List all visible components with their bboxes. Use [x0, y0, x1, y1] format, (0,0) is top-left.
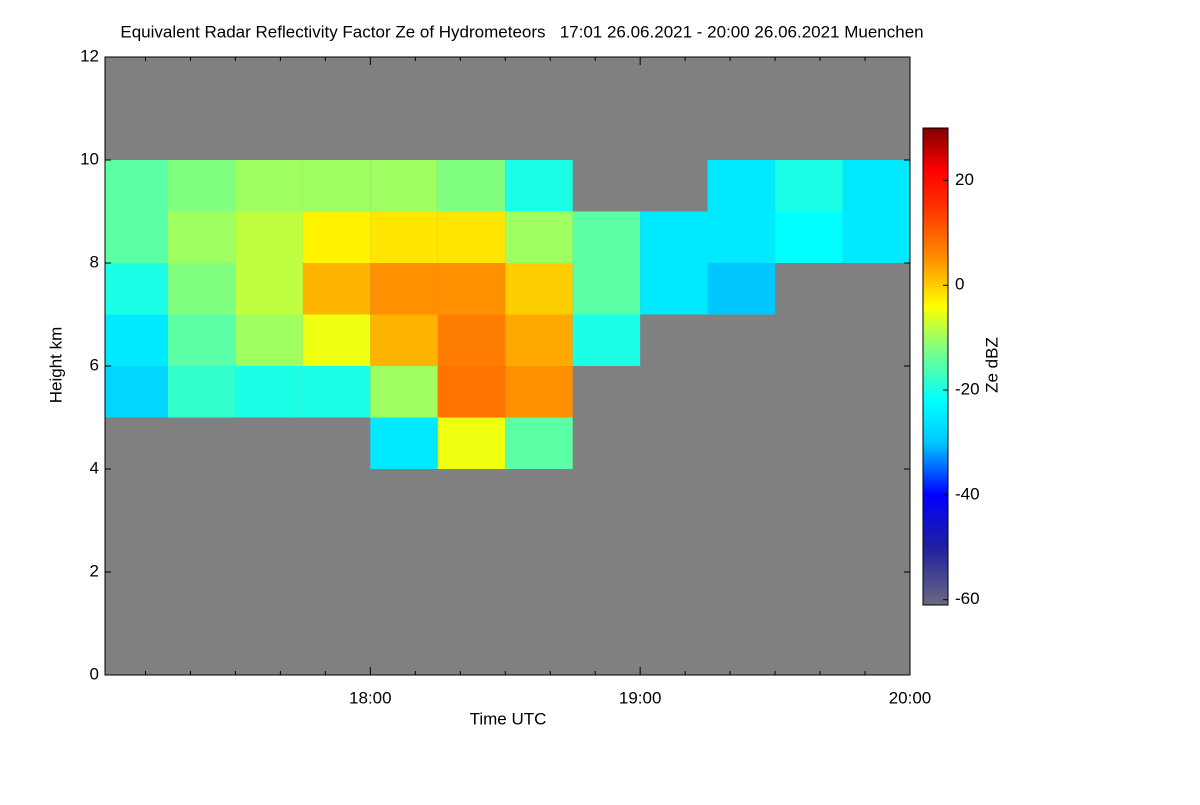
heatmap-cell — [437, 314, 506, 366]
heatmap-cell — [167, 366, 236, 418]
x-tick-label: 19:00 — [619, 688, 662, 707]
heatmap-cell — [235, 160, 303, 212]
colorbar-tick-label: 20 — [955, 170, 974, 189]
heatmap-cell — [302, 263, 371, 315]
y-tick-label: 2 — [90, 561, 99, 580]
heatmap-cell — [842, 160, 910, 212]
heatmap-cell — [302, 366, 371, 418]
heatmap-cell — [640, 211, 708, 263]
colorbar-tick-label: -20 — [955, 380, 980, 399]
heatmap-cell — [572, 263, 641, 315]
y-tick-label: 0 — [90, 664, 99, 683]
heatmap-cell — [302, 160, 371, 212]
heatmap-cell — [235, 211, 303, 263]
heatmap-cell — [370, 263, 438, 315]
colorbar — [922, 127, 949, 606]
heatmap-cell — [167, 263, 236, 315]
heatmap-cell — [167, 314, 236, 366]
heatmap-cell — [437, 211, 506, 263]
heatmap-cell — [235, 263, 303, 315]
heatmap-cell — [370, 160, 438, 212]
heatmap-cell — [437, 366, 506, 418]
heatmap-cell — [167, 160, 236, 212]
x-tick-label: 18:00 — [349, 688, 392, 707]
heatmap-cell — [505, 417, 573, 469]
heatmap-cell — [505, 160, 573, 212]
x-tick-label: 20:00 — [889, 688, 932, 707]
heatmap-cell — [437, 417, 506, 469]
heatmap-cell — [775, 160, 843, 212]
y-tick-label: 4 — [90, 458, 99, 477]
colorbar-label: Ze dBZ — [982, 337, 1001, 393]
colorbar-tick-label: -40 — [955, 484, 980, 503]
heatmap-cell — [370, 366, 438, 418]
y-tick-label: 10 — [80, 149, 99, 168]
colorbar-tick-label: -60 — [955, 589, 980, 608]
heatmap-cell — [105, 160, 168, 212]
y-tick-label: 8 — [90, 252, 99, 271]
heatmap-cell — [105, 314, 168, 366]
heatmap-cell — [235, 366, 303, 418]
heatmap-cell — [505, 263, 573, 315]
heatmap-cell — [437, 263, 506, 315]
heatmap-cell — [437, 160, 506, 212]
heatmap-cell — [105, 263, 168, 315]
colorbar-tick-label: 0 — [955, 275, 964, 294]
heatmap-cell — [370, 417, 438, 469]
heatmap-cell — [572, 314, 641, 366]
chart-title: Equivalent Radar Reflectivity Factor Ze … — [120, 22, 923, 41]
heatmap-cell — [707, 211, 776, 263]
heatmap-cell — [505, 211, 573, 263]
x-axis-label: Time UTC — [470, 709, 547, 728]
heatmap-cell — [707, 160, 776, 212]
y-axis-label: Height km — [46, 327, 65, 404]
heatmap-cell — [370, 211, 438, 263]
heatmap-cell — [505, 366, 573, 418]
heatmap-cell — [707, 263, 776, 315]
heatmap-cell — [370, 314, 438, 366]
heatmap-cell — [105, 211, 168, 263]
heatmap-cell — [167, 211, 236, 263]
y-tick-label: 12 — [80, 46, 99, 65]
heatmap-cell — [842, 211, 910, 263]
heatmap-cell — [572, 211, 641, 263]
heatmap-cell — [235, 314, 303, 366]
heatmap-cell — [505, 314, 573, 366]
y-tick-label: 6 — [90, 355, 99, 374]
heatmap-cell — [302, 211, 371, 263]
heatmap-cell — [105, 366, 168, 418]
heatmap-cell — [775, 211, 843, 263]
heatmap-cell — [640, 263, 708, 315]
heatmap-cell — [302, 314, 371, 366]
